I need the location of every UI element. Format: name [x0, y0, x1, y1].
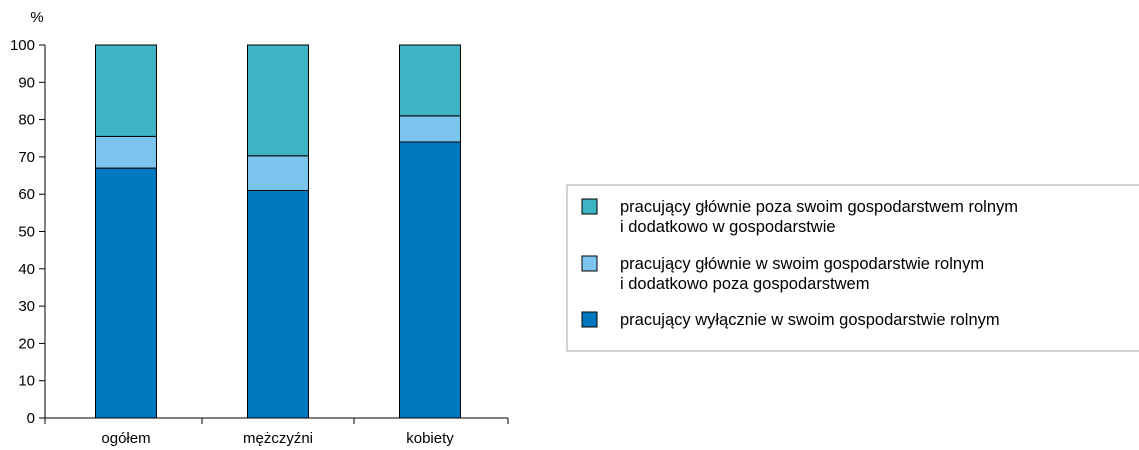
y-tick-label: 70 — [18, 149, 35, 166]
y-axis-unit-label: % — [30, 9, 43, 26]
y-tick-label: 20 — [18, 335, 35, 352]
y-tick-label: 100 — [10, 37, 35, 54]
bar-segment — [95, 135, 157, 169]
y-tick-label: 60 — [18, 186, 35, 203]
y-tick-label: 0 — [27, 410, 35, 427]
legend-label: pracujący głównie w swoim gospodarstwie … — [620, 255, 984, 293]
bar-segment — [399, 141, 461, 419]
legend-label: pracujący wyłącznie w swoim gospodarstwi… — [620, 311, 1000, 329]
x-category-label: kobiety — [406, 430, 454, 447]
bar-segment — [95, 44, 157, 137]
y-tick-label: 80 — [18, 112, 35, 129]
legend-label: pracujący głównie poza swoim gospodarstw… — [620, 198, 1018, 236]
y-tick-label: 40 — [18, 261, 35, 278]
legend-swatch — [581, 198, 598, 215]
y-axis-ticks: 0 10 20 30 40 50 60 70 80 90 100 — [10, 37, 45, 427]
y-tick-label: 90 — [18, 74, 35, 91]
legend-box — [566, 184, 1139, 352]
bar-segment — [95, 167, 157, 419]
bar-segment — [247, 189, 309, 419]
y-tick-label: 50 — [18, 224, 35, 241]
bars — [95, 44, 461, 419]
x-category-label: mężczyźni — [243, 430, 313, 447]
x-category-label: ogółem — [101, 430, 150, 447]
bar-segment — [247, 155, 309, 191]
bar-segment — [399, 44, 461, 117]
bar-segment — [399, 115, 461, 143]
legend-swatch — [581, 255, 598, 272]
y-tick-label: 30 — [18, 298, 35, 315]
legend: pracujący głównie poza swoim gospodarstw… — [566, 184, 1139, 352]
bar-segment — [247, 44, 309, 157]
legend-swatch — [581, 311, 598, 328]
x-axis-ticks: ogółem mężczyźni kobiety — [44, 418, 509, 447]
y-tick-label: 10 — [18, 373, 35, 390]
